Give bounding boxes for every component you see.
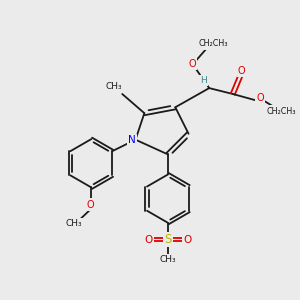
Text: O: O <box>87 200 94 209</box>
Text: O: O <box>145 235 153 245</box>
Text: CH₂CH₃: CH₂CH₃ <box>198 39 228 48</box>
Text: CH₃: CH₃ <box>105 82 122 91</box>
Text: O: O <box>238 66 245 76</box>
Text: H: H <box>200 76 207 85</box>
Text: CH₂CH₃: CH₂CH₃ <box>267 106 296 116</box>
Text: S: S <box>164 233 172 246</box>
Text: N: N <box>128 135 136 145</box>
Text: O: O <box>256 92 264 103</box>
Text: O: O <box>183 235 191 245</box>
Text: O: O <box>189 58 196 69</box>
Text: CH₃: CH₃ <box>160 256 176 265</box>
Text: CH₃: CH₃ <box>66 219 82 228</box>
